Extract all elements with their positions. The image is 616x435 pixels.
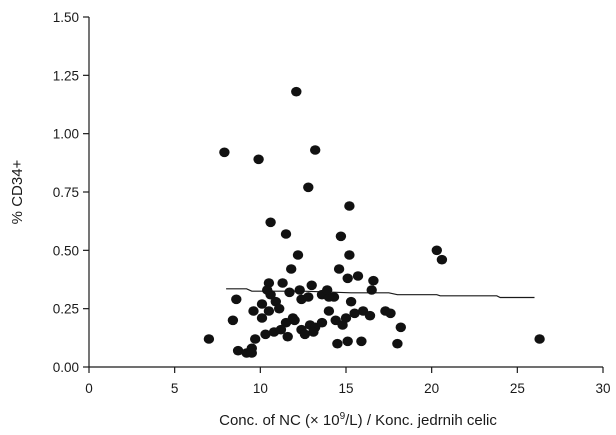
data-point [356, 336, 367, 347]
x-axis-title: Conc. of NC (× 109/L) / Konc. jedrnih ce… [219, 411, 497, 429]
data-point [294, 285, 305, 295]
y-axis-ticks: 0.00 0.25 0.50 0.75 1.00 1.25 1.50 [53, 10, 89, 375]
data-point [227, 315, 239, 326]
data-point [265, 217, 276, 228]
data-point [291, 86, 302, 97]
data-point [260, 329, 271, 340]
data-point [349, 308, 360, 319]
data-point [231, 294, 242, 305]
data-point [431, 245, 442, 256]
data-point [250, 334, 261, 344]
data-point [385, 308, 396, 319]
x-tick-label: 5 [171, 381, 179, 396]
data-point [303, 182, 314, 193]
data-point [299, 329, 311, 340]
x-axis-title-suffix: /L) / Konc. jedrnih celic [345, 412, 497, 429]
data-point [256, 299, 268, 309]
data-point [342, 336, 353, 347]
data-point [306, 280, 317, 291]
x-tick-label: 30 [595, 381, 610, 396]
data-point [256, 313, 268, 323]
data-point [322, 285, 333, 295]
data-point [308, 327, 319, 337]
data-point [342, 273, 353, 284]
x-axis-title-superscript: 9 [340, 411, 346, 422]
data-point [219, 147, 230, 158]
data-point [292, 250, 304, 260]
data-point [203, 334, 215, 344]
y-tick-label: 1.00 [53, 127, 79, 142]
data-point [274, 303, 285, 314]
plot-area: 0.00 0.25 0.50 0.75 1.00 1.25 1.50 0 5 10 15 20 25 3… [53, 10, 611, 396]
y-tick-label: 1.25 [53, 68, 79, 83]
trend-line [226, 288, 535, 299]
data-point [368, 275, 379, 286]
x-tick-label: 0 [85, 381, 93, 396]
x-tick-label: 15 [338, 381, 353, 396]
data-point [275, 324, 287, 335]
data-point [337, 320, 348, 330]
data-point [246, 348, 257, 358]
data-point [280, 229, 292, 239]
data-point [316, 317, 328, 328]
data-point [436, 254, 448, 265]
data-point [262, 285, 273, 295]
x-tick-label: 20 [424, 381, 439, 396]
data-point [335, 231, 347, 242]
data-point [284, 287, 295, 298]
y-tick-label: 0.75 [53, 185, 79, 200]
data-point [345, 296, 357, 307]
x-axis-title-prefix: Conc. of NC (× 10 [219, 412, 339, 429]
data-point [344, 201, 355, 211]
data-point [364, 310, 376, 321]
data-point [366, 285, 377, 295]
data-point [310, 145, 321, 155]
data-point [332, 338, 343, 349]
data-point [289, 315, 300, 326]
data-point [392, 338, 403, 349]
data-point [282, 331, 293, 342]
y-tick-label: 0.25 [53, 302, 79, 317]
x-tick-label: 25 [510, 381, 525, 396]
data-point [534, 334, 545, 344]
data-point [344, 250, 355, 260]
data-point [323, 306, 335, 316]
y-tick-label: 0.00 [53, 360, 79, 375]
data-point [286, 264, 297, 274]
data-points [203, 86, 545, 358]
y-tick-label: 0.50 [53, 243, 79, 258]
y-tick-label: 1.50 [53, 10, 79, 25]
data-point [303, 292, 314, 302]
data-point [253, 154, 264, 165]
data-point [395, 322, 406, 333]
data-point [277, 278, 288, 288]
y-axis-title: % CD34+ [9, 159, 26, 224]
data-point [263, 306, 275, 316]
data-point [232, 345, 244, 356]
data-point [352, 271, 364, 281]
data-point [248, 306, 259, 316]
data-point [333, 264, 345, 274]
x-tick-label: 10 [253, 381, 268, 396]
x-axis-ticks: 0 5 10 15 20 25 30 [85, 367, 611, 396]
